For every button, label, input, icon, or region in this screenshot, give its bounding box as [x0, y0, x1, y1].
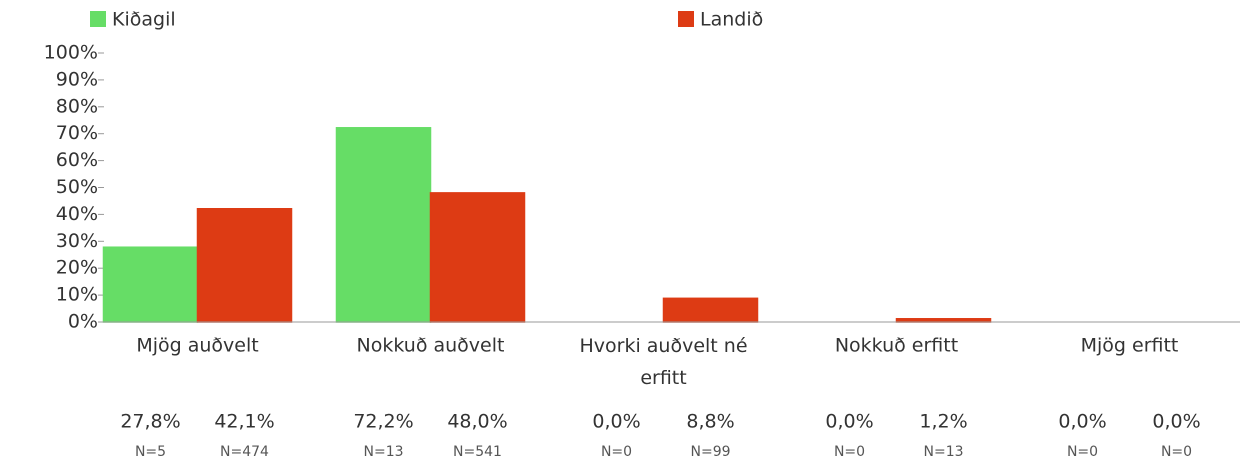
bar	[102, 246, 199, 323]
count-label: N=5	[135, 444, 166, 460]
count-label: N=0	[1067, 444, 1098, 460]
value-label: 72,2%	[353, 411, 413, 433]
value-label: 27,8%	[120, 411, 180, 433]
count-label: N=13	[923, 444, 963, 460]
bar	[662, 297, 759, 323]
y-tick-label: 90%	[56, 68, 98, 90]
x-tick-label: Nokkuð erfitt	[835, 335, 958, 357]
count-label: N=474	[220, 444, 269, 460]
count-label: N=13	[363, 444, 403, 460]
bar	[429, 192, 526, 323]
x-tick-label: Mjög auðvelt	[136, 335, 258, 357]
legend-label: Landið	[700, 9, 763, 31]
value-label: 8,8%	[686, 411, 734, 433]
legend-swatch	[678, 11, 694, 27]
y-tick-label: 0%	[68, 311, 98, 333]
value-label: 0,0%	[1152, 411, 1200, 433]
y-tick-label: 20%	[56, 257, 98, 279]
x-tick-label: Nokkuð auðvelt	[357, 335, 505, 357]
y-tick-label: 80%	[56, 95, 98, 117]
legend-swatch	[90, 11, 106, 27]
value-label: 0,0%	[1058, 411, 1106, 433]
y-tick-label: 70%	[56, 122, 98, 144]
bar	[196, 208, 293, 323]
y-tick-label: 40%	[56, 203, 98, 225]
count-label: N=541	[453, 444, 502, 460]
x-tick-label: Mjög erfitt	[1081, 335, 1179, 357]
y-tick-label: 30%	[56, 230, 98, 252]
y-tick-label: 10%	[56, 284, 98, 306]
y-tick-label: 50%	[56, 176, 98, 198]
count-label: N=0	[834, 444, 865, 460]
legend-label: Kiðagil	[112, 9, 176, 31]
count-label: N=99	[690, 444, 730, 460]
count-label: N=0	[601, 444, 632, 460]
y-tick-label: 60%	[56, 149, 98, 171]
y-tick-label: 100%	[44, 42, 98, 64]
value-label: 0,0%	[825, 411, 873, 433]
x-tick-label: Hvorki auðvelt né erfitt	[579, 335, 747, 389]
value-label: 48,0%	[447, 411, 507, 433]
value-label: 1,2%	[919, 411, 967, 433]
count-label: N=0	[1161, 444, 1192, 460]
bar	[335, 127, 432, 323]
value-label: 42,1%	[214, 411, 274, 433]
value-label: 0,0%	[592, 411, 640, 433]
